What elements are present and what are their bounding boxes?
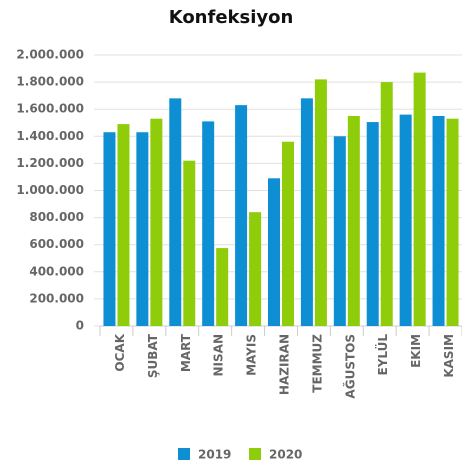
x-tick-label: AĞUSTOS: [342, 334, 357, 399]
chart-title: Konfeksiyon: [169, 7, 294, 28]
legend-swatch: [178, 448, 190, 460]
y-tick-label: 1.600.000: [16, 102, 84, 116]
y-tick-label: 2.000.000: [16, 48, 84, 62]
bar: [300, 98, 313, 326]
bar: [432, 115, 445, 326]
bar: [183, 160, 196, 326]
x-tick-label: NISAN: [212, 334, 226, 376]
bar: [136, 132, 149, 326]
legend-swatch: [249, 448, 261, 460]
bar: [380, 82, 393, 326]
x-tick-label: EKIM: [409, 334, 423, 368]
bar: [347, 115, 360, 326]
bar: [333, 136, 346, 326]
bar: [314, 79, 327, 326]
y-tick-label: 0: [76, 319, 84, 333]
bar: [150, 118, 163, 326]
x-tick-label: OCAK: [113, 333, 127, 371]
x-tick-label: ŞUBAT: [146, 333, 160, 378]
bar: [399, 114, 412, 327]
y-tick-label: 200.000: [29, 291, 84, 305]
bar: [235, 105, 248, 326]
bar: [282, 141, 294, 326]
x-tick-label: KASIM: [442, 334, 456, 378]
y-tick-label: 1.800.000: [16, 75, 84, 89]
y-tick-label: 1.000.000: [16, 183, 84, 197]
bar: [268, 178, 280, 326]
bar: [169, 98, 182, 326]
x-tick-label: EYLÜL: [375, 334, 390, 376]
bar: [117, 124, 130, 326]
x-tick-label: MART: [179, 333, 193, 372]
x-tick-label: HAZIRAN: [278, 334, 292, 395]
legend-label: 2019: [198, 448, 231, 462]
x-tick-label: MAYIS: [245, 334, 259, 376]
bar: [249, 212, 262, 326]
bar: [216, 248, 229, 326]
bar: [446, 118, 459, 326]
bar: [103, 132, 116, 326]
y-tick-label: 600.000: [29, 237, 84, 251]
y-tick-label: 800.000: [29, 210, 84, 224]
bar: [413, 72, 426, 327]
bar: [366, 122, 379, 326]
y-tick-label: 1.200.000: [16, 156, 84, 170]
legend-label: 2020: [269, 448, 302, 462]
x-tick-label: TEMMUZ: [310, 334, 324, 393]
bar: [202, 121, 215, 327]
y-tick-label: 1.400.000: [16, 129, 84, 143]
y-tick-label: 400.000: [29, 264, 84, 278]
